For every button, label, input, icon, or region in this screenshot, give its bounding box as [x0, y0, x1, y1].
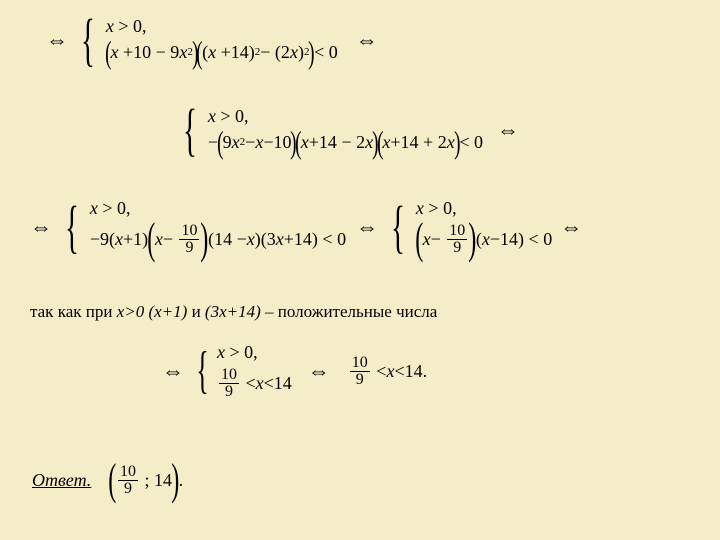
equiv-block-3: ⇔ { x > 0, −9(x +1)(x − 109)(14 − x)(3x … — [24, 196, 588, 258]
system-4a: x > 0, 109 < x <14 — [217, 340, 292, 402]
note-mid: и — [187, 302, 205, 321]
sys4a-line1: x > 0, — [217, 342, 292, 363]
iff-icon: ⇔ — [46, 27, 68, 53]
sys2-line2: −(9x2 − x −10)(x +14 − 2x)(x +14 + 2x) <… — [208, 131, 483, 153]
note-text: так как при x>0 (x+1) и (3x+14) – положи… — [30, 302, 437, 322]
iff-icon: ⇔ — [308, 358, 330, 384]
system-1: x > 0, (x +10 − 9x2)((x +14)2 − (2x)2) <… — [106, 14, 338, 65]
answer-label: Ответ. — [32, 470, 91, 491]
sys1-line2: (x +10 − 9x2)((x +14)2 − (2x)2) < 0 — [106, 41, 338, 63]
note-suffix: – положительные числа — [261, 302, 438, 321]
sys1-line1: x > 0, — [106, 16, 338, 37]
system-3a: x > 0, −9(x +1)(x − 109)(14 − x)(3x +14)… — [90, 196, 346, 258]
iff-icon: ⇔ — [30, 214, 52, 240]
paren-left-icon: ( — [109, 467, 117, 493]
sys3b-line1: x > 0, — [416, 198, 552, 219]
equiv-block-4: ⇔ { x > 0, 109 < x <14 ⇔ 109 < x <14. — [156, 340, 427, 402]
brace-icon: { — [81, 17, 95, 63]
sys3b-line2: (x − 109)(x −14) < 0 — [416, 223, 552, 256]
answer-row: Ответ. ( 109 ; 14 ) . — [32, 464, 183, 497]
brace-icon: { — [391, 204, 405, 250]
note-cond2: (3x+14) — [205, 302, 261, 321]
sys3a-line2: −9(x +1)(x − 109)(14 − x)(3x +14) < 0 — [90, 223, 346, 256]
paren-right-icon: ) — [171, 467, 179, 493]
sys4a-line2: 109 < x <14 — [217, 367, 292, 400]
equiv-block-1: ⇔ { x > 0, (x +10 − 9x2)((x +14)2 − (2x)… — [40, 14, 384, 65]
iff-icon: ⇔ — [162, 358, 184, 384]
equiv-block-2: { x > 0, −(9x2 − x −10)(x +14 − 2x)(x +1… — [176, 104, 525, 155]
answer-sep: ; 14 — [140, 470, 172, 491]
note-prefix: так как при — [30, 302, 117, 321]
brace-icon: { — [196, 350, 208, 392]
sys3a-line1: x > 0, — [90, 198, 346, 219]
note-cond1: x>0 (x+1) — [117, 302, 188, 321]
system-3b: x > 0, (x − 109)(x −14) < 0 — [416, 196, 552, 258]
iff-icon: ⇔ — [497, 117, 519, 143]
system-2: x > 0, −(9x2 − x −10)(x +14 − 2x)(x +14 … — [208, 104, 483, 155]
iff-icon: ⇔ — [560, 214, 582, 240]
iff-icon: ⇔ — [356, 27, 378, 53]
brace-icon: { — [65, 204, 79, 250]
iff-icon: ⇔ — [356, 214, 378, 240]
answer-fraction: 109 — [118, 464, 138, 497]
final-inequality: 109 < x <14. — [348, 355, 427, 388]
sys2-line1: x > 0, — [208, 106, 483, 127]
brace-icon: { — [183, 107, 197, 153]
